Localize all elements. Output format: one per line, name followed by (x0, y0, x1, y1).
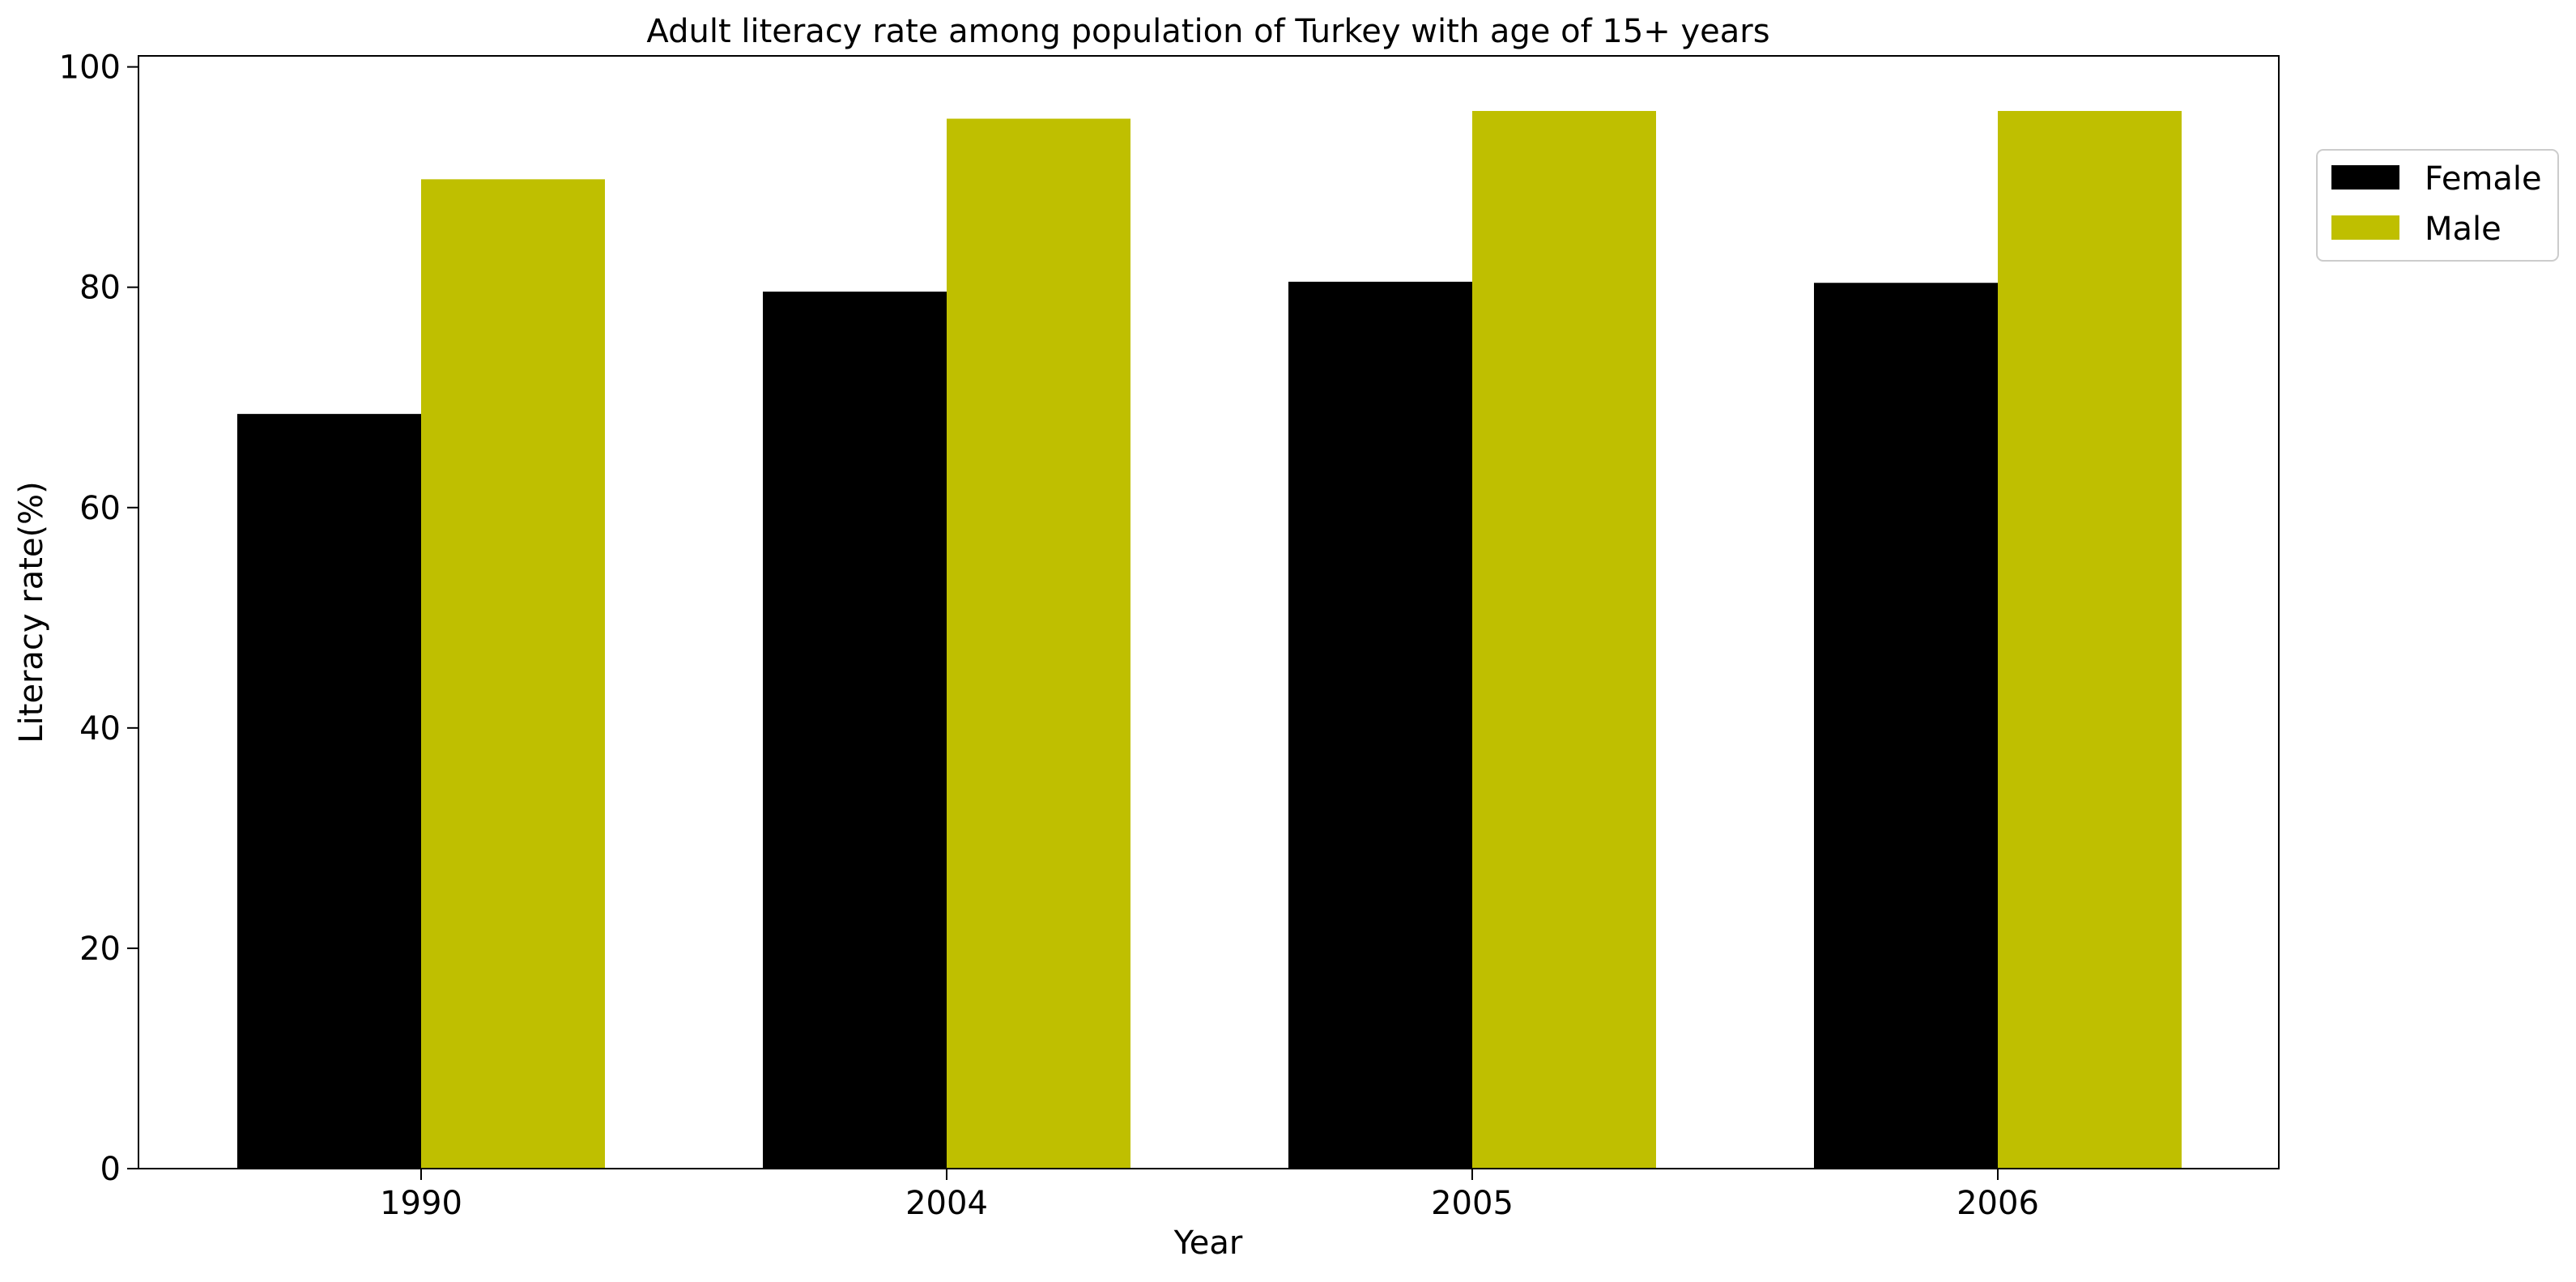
x-axis: 1990 2004 2005 2006 (380, 1169, 2039, 1222)
y-tick-label-100: 100 (59, 49, 121, 87)
bar-female-2004 (763, 292, 947, 1169)
x-tick-label-1990: 1990 (380, 1185, 462, 1222)
x-axis-label: Year (1173, 1225, 1243, 1262)
bar-female-2005 (1288, 281, 1472, 1169)
bar-male-2006 (1998, 111, 2182, 1169)
y-axis-label: Literacy rate(%) (13, 481, 50, 743)
legend-swatch-female (2331, 165, 2399, 190)
y-axis: 0 20 40 60 80 100 (59, 49, 138, 1188)
bar-male-2005 (1472, 111, 1656, 1169)
bars-layer (237, 111, 2182, 1169)
chart-title: Adult literacy rate among population of … (646, 13, 1769, 50)
plot-frame (138, 55, 2280, 1169)
x-tick-label-2004: 2004 (905, 1185, 988, 1222)
legend-label-female: Female (2425, 160, 2542, 198)
legend-swatch-male (2331, 215, 2399, 240)
x-tick-label-2005: 2005 (1431, 1185, 1514, 1222)
y-tick-label-0: 0 (100, 1151, 121, 1188)
y-tick-label-40: 40 (79, 710, 121, 747)
y-tick-label-20: 20 (79, 931, 121, 968)
x-tick-label-2006: 2006 (1956, 1185, 2039, 1222)
legend: Female Male (2316, 149, 2559, 262)
bar-female-2006 (1814, 283, 1998, 1169)
y-tick-label-60: 60 (79, 490, 121, 527)
bar-female-1990 (237, 414, 421, 1169)
bar-male-2004 (947, 118, 1130, 1169)
y-tick-label-80: 80 (79, 270, 121, 307)
legend-label-male: Male (2425, 211, 2501, 248)
bar-male-1990 (421, 179, 605, 1169)
